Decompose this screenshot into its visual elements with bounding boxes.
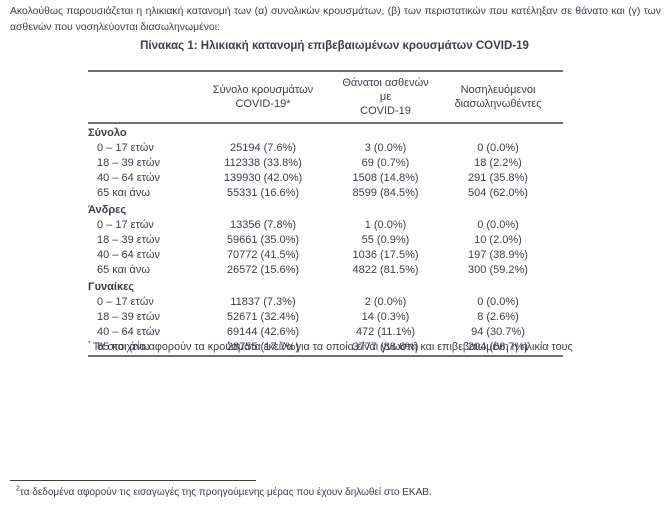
table-row: 65 και άνω 28755 (17.7%) 3777 (88.6%) 204 (… <box>88 340 563 356</box>
table-row: 18 – 39 ετών 52671 (32.4%) 14 (0.3%) 8 (2.6… <box>88 310 563 325</box>
table-body: Σύνολο 0 – 17 ετών 25194 (7.6%) 3 (0.0%) 0 (… <box>88 123 563 356</box>
footnote-separator-line <box>10 480 256 481</box>
age-group-label: 65 και άνω <box>97 264 150 276</box>
section-header-row: Άνδρες <box>88 201 563 218</box>
deaths-value-cell: 14 (0.3%) <box>361 311 410 323</box>
intro-paragraph: Ακολούθως παρουσιάζεται η ηλικιακή καταν… <box>10 6 661 33</box>
table-row: 0 – 17 ετών 25194 (7.6%) 3 (0.0%) 0 (0.0%) <box>88 141 563 156</box>
age-group-label: 40 – 64 ετών <box>97 249 160 261</box>
intubated-value-cell: 94 (30.7%) <box>471 326 525 338</box>
age-group-label: 65 και άνω <box>97 341 150 353</box>
cases-value-cell: 25194 (7.6%) <box>229 142 297 154</box>
intubated-value-cell: 8 (2.6%) <box>477 311 519 323</box>
cases-value-cell: 70772 (41.5%) <box>226 249 300 261</box>
table-row: 65 και άνω 55331 (16.6%) 8599 (84.5%) 504 (… <box>88 186 563 201</box>
deaths-header-line2: COVID-19 <box>360 105 411 117</box>
age-group-label: 0 – 17 ετών <box>97 219 154 231</box>
section-label: Άνδρες <box>88 204 127 216</box>
age-group-label: 65 και άνω <box>97 187 150 199</box>
section-label: Γυναίκες <box>88 281 135 293</box>
intubated-value-cell: 0 (0.0%) <box>477 142 519 154</box>
table-row: 0 – 17 ετών 11837 (7.3%) 2 (0.0%) 0 (0.0%) <box>88 295 563 310</box>
age-group-label: 18 – 39 ετών <box>97 311 160 323</box>
age-group-label: 18 – 39 ετών <box>97 157 160 169</box>
intubated-value-cell: 18 (2.2%) <box>474 157 522 169</box>
intubated-value-cell: 0 (0.0%) <box>477 219 519 231</box>
table-row: 0 – 17 ετών 13356 (7.8%) 1 (0.0%) 0 (0.0%) <box>88 218 563 233</box>
age-group-label: 0 – 17 ετών <box>97 142 154 154</box>
cases-value-cell: 13356 (7.8%) <box>229 219 297 231</box>
section-header-row: Γυναίκες <box>88 278 563 295</box>
intubated-value-cell: 300 (59.2%) <box>468 264 528 276</box>
cases-value-cell: 69144 (42.6%) <box>226 326 300 338</box>
deaths-value-cell: 2 (0.0%) <box>364 296 407 308</box>
cases-column-header: Σύνολο κρουσμάτων COVID-19* <box>188 71 338 123</box>
deaths-value-cell: 1508 (14.8%) <box>352 172 419 184</box>
table-footnote-text: Τα στοιχεία αφορούν τα κρούσματα εκείνα … <box>92 341 573 353</box>
intubated-value-cell: 504 (62.0%) <box>468 187 528 199</box>
table-footnote-marker: * <box>88 340 91 348</box>
deaths-header-line1: Θάνατοι ασθενών με <box>342 77 429 103</box>
deaths-value-cell: 1036 (17.5%) <box>352 249 419 261</box>
cases-header-line2: COVID-19* <box>235 98 291 110</box>
intubated-value-cell: 0 (0.0%) <box>477 296 519 308</box>
cases-value-cell: 139930 (42.0%) <box>223 172 303 184</box>
cases-value-cell: 28755 (17.7%) <box>226 341 300 353</box>
intubated-value-cell: 10 (2.0%) <box>474 234 522 246</box>
covid-age-distribution-table: Σύνολο κρουσμάτων COVID-19* Θάνατοι ασθε… <box>88 70 563 357</box>
intubated-value-cell: 197 (38.9%) <box>468 249 528 261</box>
age-group-label: 18 – 39 ετών <box>97 234 160 246</box>
table-row: 40 – 64 ετών 70772 (41.5%) 1036 (17.5%) 197… <box>88 248 563 263</box>
deaths-value-cell: 3 (0.0%) <box>364 142 407 154</box>
cases-header-line1: Σύνολο κρουσμάτων <box>212 84 314 96</box>
age-group-label: 0 – 17 ετών <box>97 296 154 308</box>
section-header-row: Σύνολο <box>88 123 563 141</box>
deaths-value-cell: 472 (11.1%) <box>355 326 416 338</box>
age-group-label: 40 – 64 ετών <box>97 172 160 184</box>
table-row: 65 και άνω 26572 (15.6%) 4822 (81.5%) 300 (… <box>88 263 563 278</box>
deaths-value-cell: 4822 (81.5%) <box>352 264 419 276</box>
deaths-value-cell: 8599 (84.5%) <box>352 187 419 199</box>
intubated-header-line2: διασωληνωθέντες <box>454 98 542 110</box>
page-footnote: 2τα δεδομένα αφορούν τις εισαγωγές της π… <box>16 485 432 498</box>
table-footnote: * Τα στοιχεία αφορούν τα κρούσματα εκείνα… <box>88 340 588 353</box>
age-group-label: 40 – 64 ετών <box>97 326 160 338</box>
table-header-row: Σύνολο κρουσμάτων COVID-19* Θάνατοι ασθε… <box>88 71 563 123</box>
table-title: Πίνακας 1: Ηλικιακή κατανομή επιβεβαιωμέ… <box>140 40 529 52</box>
intubated-value-cell: 291 (35.8%) <box>468 172 528 184</box>
deaths-value-cell: 69 (0.7%) <box>361 157 410 169</box>
empty-corner-header-cell <box>88 71 188 123</box>
intubated-value-cell: 204 (66.7%) <box>468 341 528 353</box>
table-row: 40 – 64 ετών 139930 (42.0%) 1508 (14.8%) 29… <box>88 171 563 186</box>
table-row: 40 – 64 ετών 69144 (42.6%) 472 (11.1%) 94 (… <box>88 325 563 340</box>
deaths-value-cell: 55 (0.9%) <box>361 234 410 246</box>
page-footnote-marker: 2 <box>16 485 20 493</box>
table-row: 18 – 39 ετών 112338 (33.8%) 69 (0.7%) 18 (2… <box>88 156 563 171</box>
cases-value-cell: 26572 (15.6%) <box>226 264 300 276</box>
deaths-value-cell: 1 (0.0%) <box>364 219 407 231</box>
intubated-header-line1: Νοσηλευόμενοι <box>460 84 536 96</box>
cases-value-cell: 59661 (35.0%) <box>226 234 300 246</box>
intubated-column-header: Νοσηλευόμενοι διασωληνωθέντες <box>433 71 563 123</box>
cases-value-cell: 11837 (7.3%) <box>230 296 296 308</box>
cases-value-cell: 112338 (33.8%) <box>224 157 302 169</box>
page-footnote-text: τα δεδομένα αφορούν τις εισαγωγές της πρ… <box>19 487 432 498</box>
deaths-value-cell: 3777 (88.6%) <box>352 341 419 353</box>
table-row: 18 – 39 ετών 59661 (35.0%) 55 (0.9%) 10 (2.… <box>88 233 563 248</box>
cases-value-cell: 55331 (16.6%) <box>226 187 300 199</box>
cases-value-cell: 52671 (32.4%) <box>226 311 300 323</box>
section-label: Σύνολο <box>88 127 127 139</box>
deaths-column-header: Θάνατοι ασθενών με COVID-19 <box>338 71 433 123</box>
